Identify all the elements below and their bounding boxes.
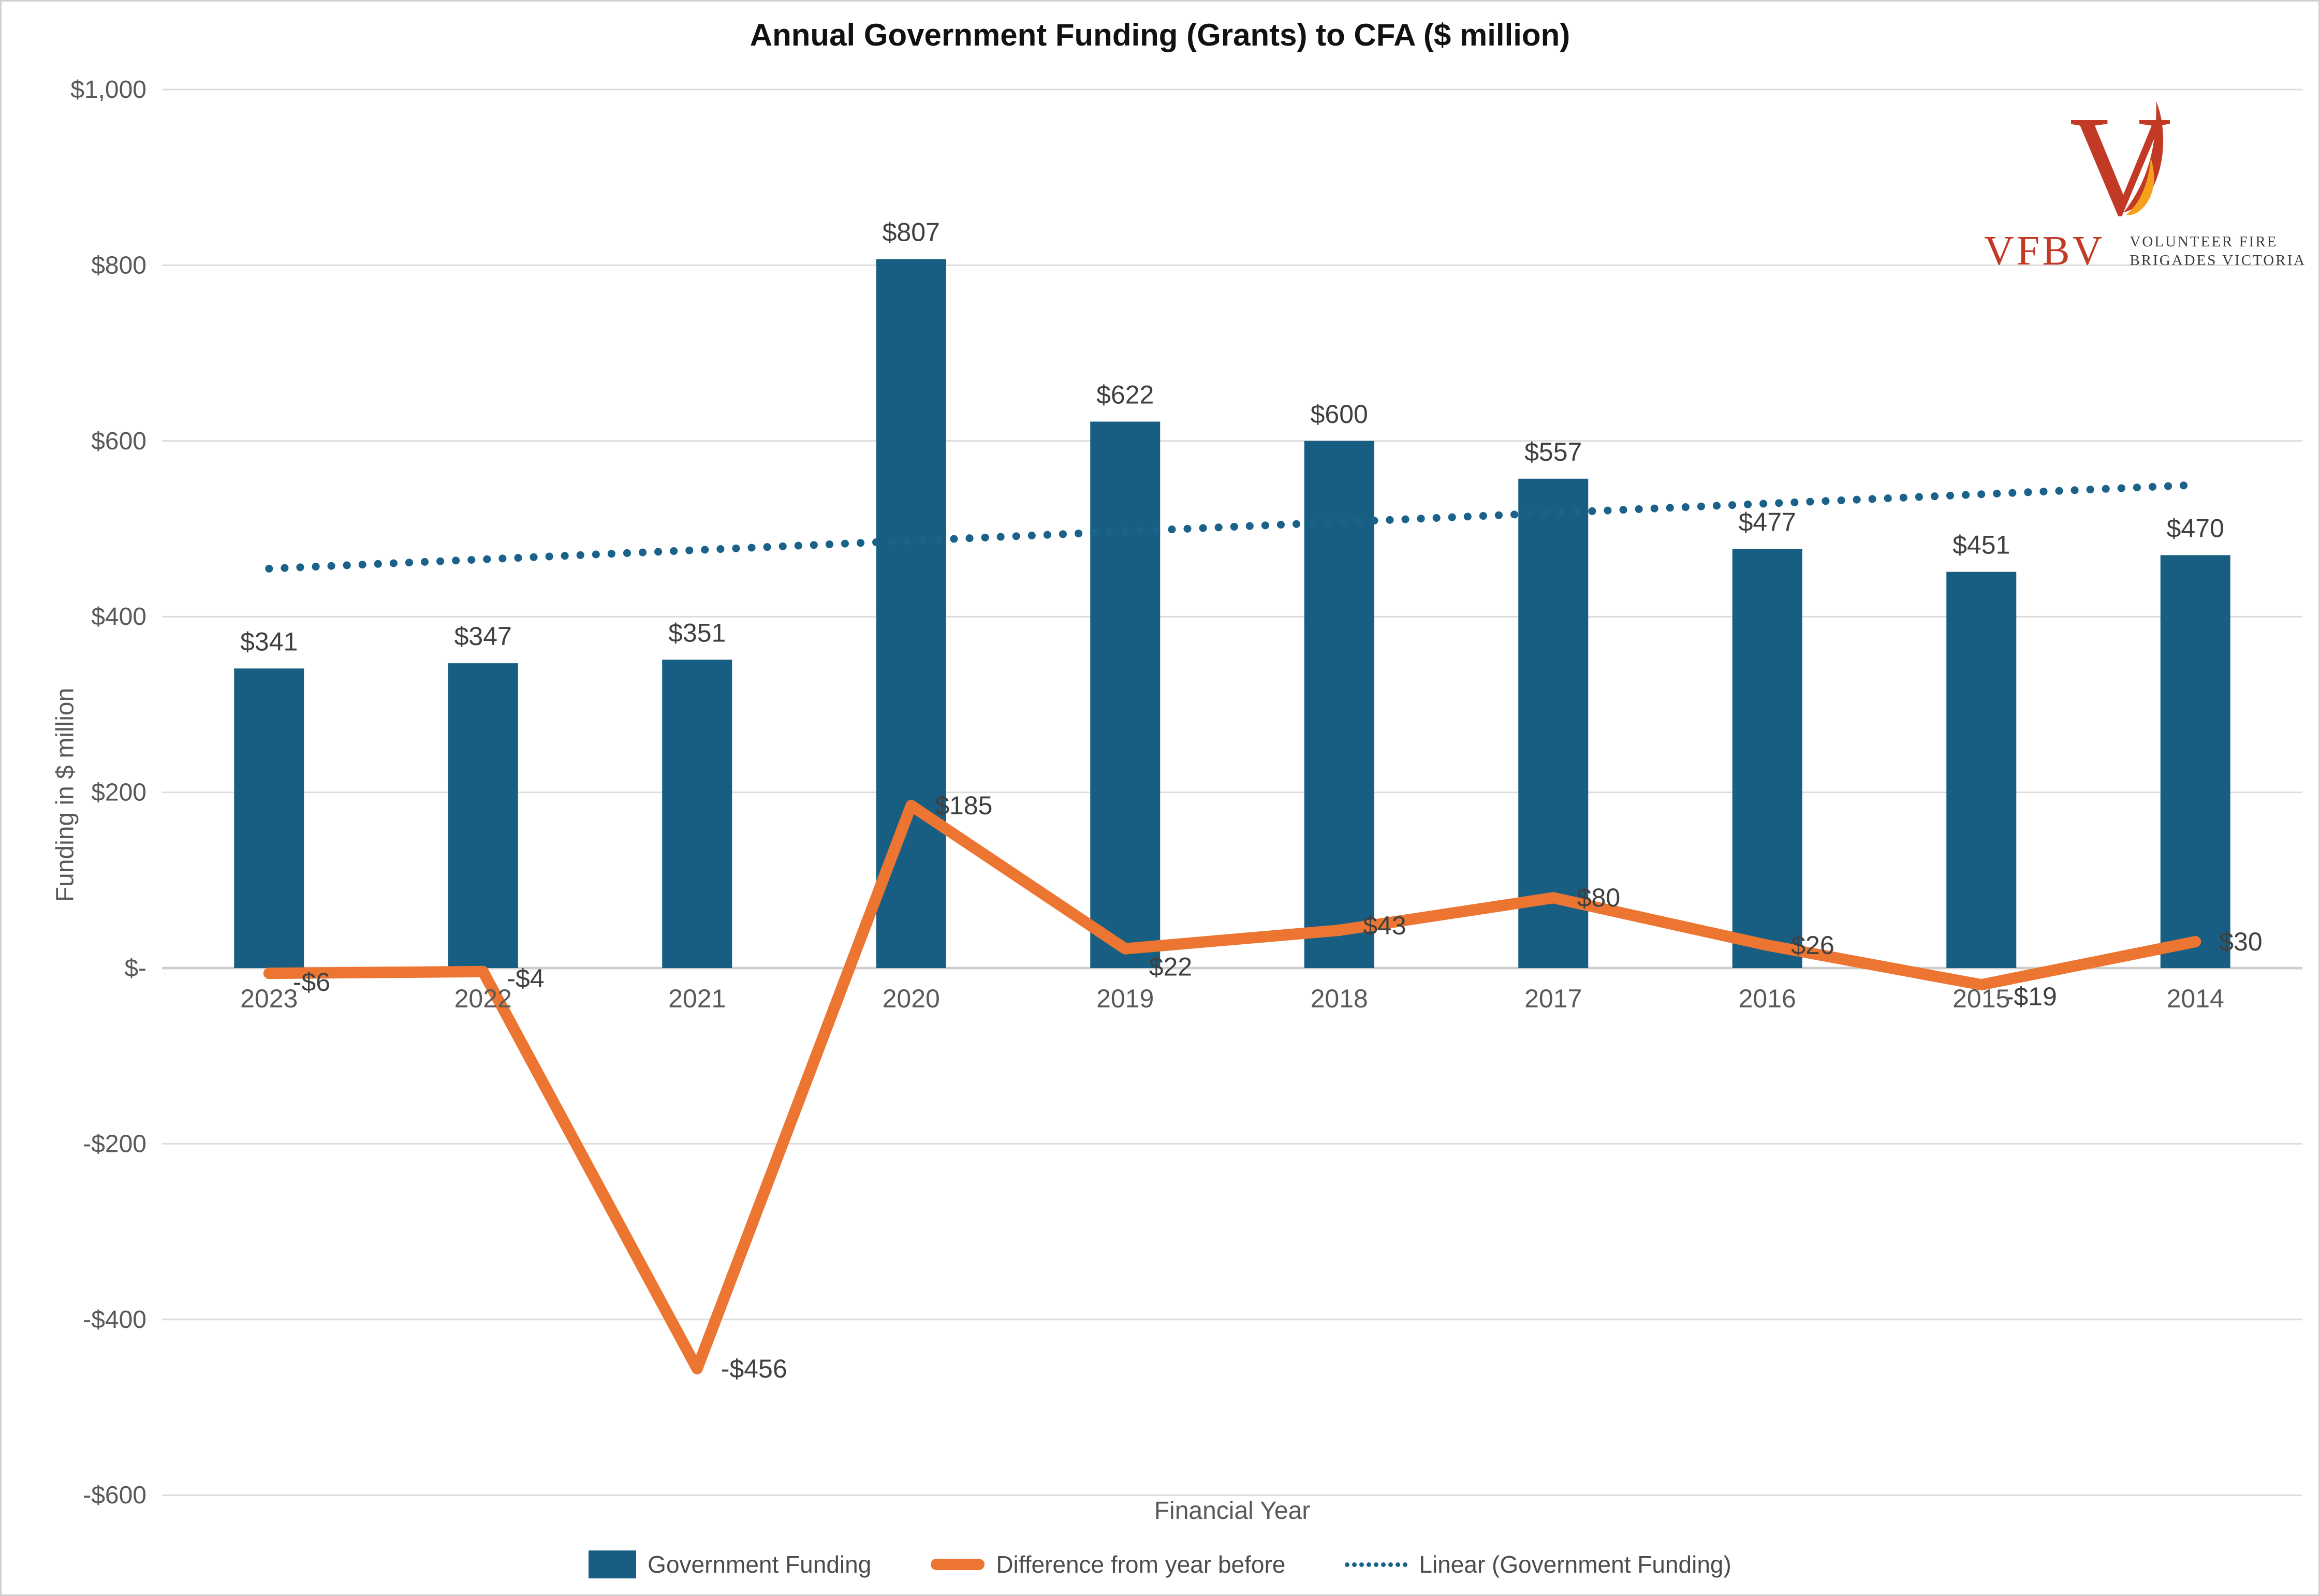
legend-label: Linear (Government Funding) [1419, 1551, 1731, 1578]
y-tick-label--200: -$200 [83, 1130, 146, 1158]
y-axis-title: Funding in $ million [51, 687, 79, 902]
difference-label-2019: $22 [1149, 953, 1192, 982]
bar-2021 [662, 660, 732, 968]
bar-value-label-2020: $807 [883, 218, 940, 247]
trendline-linear-government-funding [265, 481, 2199, 573]
difference-label-2021: -$456 [721, 1354, 787, 1383]
difference-label-2016: $26 [1791, 931, 1834, 960]
difference-line [263, 800, 2201, 1374]
difference-label-2015: -$19 [2005, 982, 2057, 1011]
vfbv-flame-icon: V [2071, 94, 2171, 218]
x-tick-label-2018: 2018 [1311, 984, 1368, 1013]
x-tick-label-2016: 2016 [1739, 984, 1796, 1013]
legend-item-linear-trend: Linear (Government Funding) [1345, 1550, 1731, 1578]
bar-2016 [1732, 549, 1802, 968]
x-tick-label-2017: 2017 [1524, 984, 1582, 1013]
bar-swatch-icon [589, 1550, 637, 1578]
bar-value-label-2014: $470 [2167, 514, 2224, 543]
legend-label: Difference from year before [996, 1551, 1286, 1578]
y-tick-label-0: $- [124, 955, 146, 982]
x-tick-label-2015: 2015 [1952, 984, 2010, 1013]
dotted-line-swatch-icon [1345, 1562, 1408, 1567]
bar-value-label-2023: $341 [240, 627, 298, 656]
x-tick-label-2021: 2021 [668, 984, 726, 1013]
bar-2022 [448, 663, 518, 968]
bar-2020 [876, 259, 946, 968]
y-tick-label-600: $600 [91, 428, 146, 455]
legend-item-government-funding: Government Funding [589, 1550, 871, 1578]
logo-name-line2: BRIGADES VICTORIA [2130, 252, 2307, 269]
x-tick-label-2020: 2020 [883, 984, 940, 1013]
bar-2023 [234, 668, 304, 968]
logo-lockup: VFBV VOLUNTEER FIRE BRIGADES VICTORIA [1984, 227, 2304, 275]
bar-2017 [1518, 478, 1589, 968]
logo-name-line1: VOLUNTEER FIRE [2130, 233, 2278, 250]
bar-value-label-2021: $351 [668, 618, 726, 647]
line-swatch-icon [931, 1559, 985, 1570]
legend-label: Government Funding [648, 1551, 872, 1578]
difference-label-2020: $185 [935, 791, 992, 820]
difference-label-2022: -$4 [507, 964, 544, 993]
bar-value-label-2017: $557 [1524, 437, 1582, 466]
y-tick-label-800: $800 [91, 252, 146, 279]
logo-acronym: VFBV [1984, 228, 2105, 274]
bar-value-label-2016: $477 [1739, 508, 1796, 537]
bar-2014 [2160, 555, 2230, 968]
difference-label-2017: $80 [1577, 883, 1620, 912]
x-tick-label-2022: 2022 [454, 984, 512, 1013]
chart-title: Annual Government Funding (Grants) to CF… [750, 18, 1570, 52]
y-tick-label--400: -$400 [83, 1306, 146, 1334]
x-tick-label-2014: 2014 [2167, 984, 2224, 1013]
x-tick-label-2019: 2019 [1096, 984, 1154, 1013]
chart-legend: Government Funding Difference from year … [2, 1550, 2318, 1578]
legend-item-difference: Difference from year before [931, 1550, 1285, 1578]
bar-2019 [1090, 421, 1161, 968]
bar-value-label-2019: $622 [1096, 380, 1154, 409]
x-tick-label-2023: 2023 [240, 984, 298, 1013]
bar-2015 [1946, 572, 2017, 968]
bar-2018 [1304, 441, 1374, 968]
x-axis-title: Financial Year [1154, 1497, 1311, 1525]
difference-label-2018: $43 [1363, 911, 1406, 940]
y-tick-label-400: $400 [91, 603, 146, 631]
logo-name: VOLUNTEER FIRE BRIGADES VICTORIA [2117, 232, 2306, 270]
bar-value-label-2015: $451 [1952, 531, 2010, 560]
bar-value-label-2022: $347 [454, 622, 512, 651]
y-tick-label-200: $200 [91, 779, 146, 807]
y-tick-label-1000: $1,000 [70, 76, 146, 104]
y-tick-label--600: -$600 [83, 1482, 146, 1509]
difference-label-2014: $30 [2219, 927, 2262, 956]
difference-label-2023: -$6 [293, 968, 330, 997]
bar-value-label-2018: $600 [1311, 400, 1368, 429]
